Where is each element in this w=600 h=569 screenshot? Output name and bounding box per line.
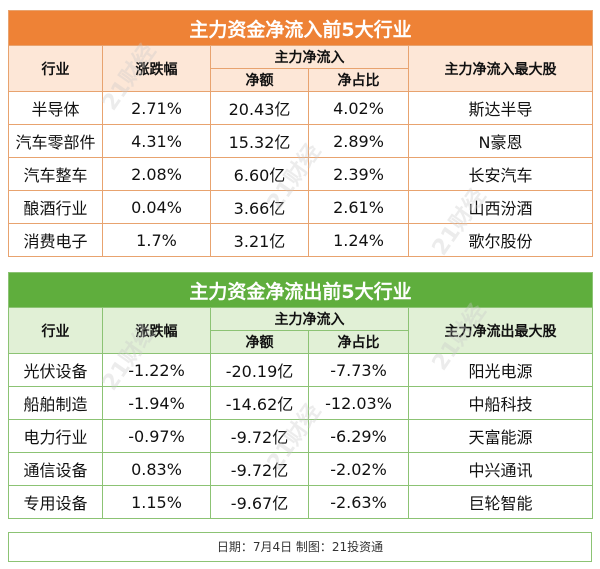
- cell-change: -0.97%: [102, 419, 211, 453]
- inflow-row: 半导体 2.71% 20.43亿 4.02% 斯达半导: [8, 91, 594, 125]
- cell-industry: 光伏设备: [8, 353, 103, 387]
- header-net-amount: 净额: [210, 330, 309, 354]
- cell-amount: -14.62亿: [210, 386, 309, 420]
- cell-ratio: 2.61%: [308, 190, 409, 224]
- cell-ratio: -2.02%: [308, 452, 409, 486]
- cell-ratio: 1.24%: [308, 223, 409, 257]
- inflow-title: 主力资金净流入前5大行业: [7, 10, 594, 46]
- header-industry: 行业: [8, 307, 103, 354]
- cell-change: -1.94%: [102, 386, 211, 420]
- inflow-row: 汽车零部件 4.31% 15.32亿 2.89% N豪恩: [8, 124, 594, 158]
- cell-stock: 歌尔股份: [407, 223, 594, 257]
- cell-industry: 汽车零部件: [8, 124, 103, 158]
- cell-industry: 电力行业: [8, 419, 103, 453]
- cell-change: 2.08%: [102, 157, 211, 191]
- outflow-row: 光伏设备 -1.22% -20.19亿 -7.73% 阳光电源: [8, 353, 594, 387]
- header-top-stock: 主力净流入最大股: [407, 45, 594, 92]
- cell-stock: 长安汽车: [407, 157, 594, 191]
- header-top-stock: 主力净流出最大股: [407, 307, 594, 354]
- inflow-row: 消费电子 1.7% 3.21亿 1.24% 歌尔股份: [8, 223, 594, 257]
- cell-stock: N豪恩: [407, 124, 594, 158]
- cell-amount: -9.72亿: [210, 452, 309, 486]
- cell-industry: 酿酒行业: [8, 190, 103, 224]
- cell-ratio: 4.02%: [308, 91, 409, 125]
- cell-amount: 3.66亿: [210, 190, 309, 224]
- outflow-rows: 光伏设备 -1.22% -20.19亿 -7.73% 阳光电源 船舶制造 -1.94% -14…: [8, 353, 594, 519]
- footer-credit: 日期：7月4日 制图：21投资通: [8, 532, 592, 562]
- cell-ratio: -7.73%: [308, 353, 409, 387]
- cell-change: 2.71%: [102, 91, 211, 125]
- cell-stock: 天富能源: [407, 419, 594, 453]
- cell-change: 1.15%: [102, 485, 211, 519]
- inflow-row: 汽车整车 2.08% 6.60亿 2.39% 长安汽车: [8, 157, 594, 191]
- cell-ratio: 2.39%: [308, 157, 409, 191]
- header-net-amount: 净额: [210, 68, 309, 92]
- cell-amount: -9.72亿: [210, 419, 309, 453]
- outflow-row: 电力行业 -0.97% -9.72亿 -6.29% 天富能源: [8, 419, 594, 453]
- inflow-table: 主力资金净流入前5大行业 行业 涨跌幅 主力净流入 主力净流入最大股 净额 净占…: [7, 10, 594, 257]
- inflow-row: 酿酒行业 0.04% 3.66亿 2.61% 山西汾酒: [8, 190, 594, 224]
- cell-change: 1.7%: [102, 223, 211, 257]
- cell-industry: 汽车整车: [8, 157, 103, 191]
- cell-amount: 15.32亿: [210, 124, 309, 158]
- cell-stock: 巨轮智能: [407, 485, 594, 519]
- header-net-ratio: 净占比: [308, 330, 409, 354]
- cell-change: 4.31%: [102, 124, 211, 158]
- header-industry: 行业: [8, 45, 103, 92]
- cell-ratio: -2.63%: [308, 485, 409, 519]
- cell-change: 0.83%: [102, 452, 211, 486]
- header-net-group: 主力净流入: [210, 307, 409, 331]
- outflow-row: 通信设备 0.83% -9.72亿 -2.02% 中兴通讯: [8, 452, 594, 486]
- inflow-rows: 半导体 2.71% 20.43亿 4.02% 斯达半导 汽车零部件 4.31% 15.32亿 2…: [8, 91, 594, 257]
- header-net-group: 主力净流入: [210, 45, 409, 69]
- cell-stock: 中船科技: [407, 386, 594, 420]
- cell-change: 0.04%: [102, 190, 211, 224]
- outflow-row: 船舶制造 -1.94% -14.62亿 -12.03% 中船科技: [8, 386, 594, 420]
- cell-amount: 6.60亿: [210, 157, 309, 191]
- outflow-row: 专用设备 1.15% -9.67亿 -2.63% 巨轮智能: [8, 485, 594, 519]
- outflow-title: 主力资金净流出前5大行业: [7, 272, 594, 308]
- cell-stock: 阳光电源: [407, 353, 594, 387]
- cell-industry: 专用设备: [8, 485, 103, 519]
- header-change: 涨跌幅: [102, 45, 211, 92]
- header-change: 涨跌幅: [102, 307, 211, 354]
- cell-amount: -9.67亿: [210, 485, 309, 519]
- cell-stock: 斯达半导: [407, 91, 594, 125]
- cell-industry: 消费电子: [8, 223, 103, 257]
- cell-industry: 船舶制造: [8, 386, 103, 420]
- cell-change: -1.22%: [102, 353, 211, 387]
- cell-industry: 通信设备: [8, 452, 103, 486]
- cell-amount: -20.19亿: [210, 353, 309, 387]
- cell-ratio: -6.29%: [308, 419, 409, 453]
- cell-ratio: 2.89%: [308, 124, 409, 158]
- cell-ratio: -12.03%: [308, 386, 409, 420]
- cell-stock: 中兴通讯: [407, 452, 594, 486]
- header-net-ratio: 净占比: [308, 68, 409, 92]
- outflow-table: 主力资金净流出前5大行业 行业 涨跌幅 主力净流入 主力净流出最大股 净额 净占…: [7, 272, 594, 519]
- cell-industry: 半导体: [8, 91, 103, 125]
- cell-amount: 3.21亿: [210, 223, 309, 257]
- cell-amount: 20.43亿: [210, 91, 309, 125]
- cell-stock: 山西汾酒: [407, 190, 594, 224]
